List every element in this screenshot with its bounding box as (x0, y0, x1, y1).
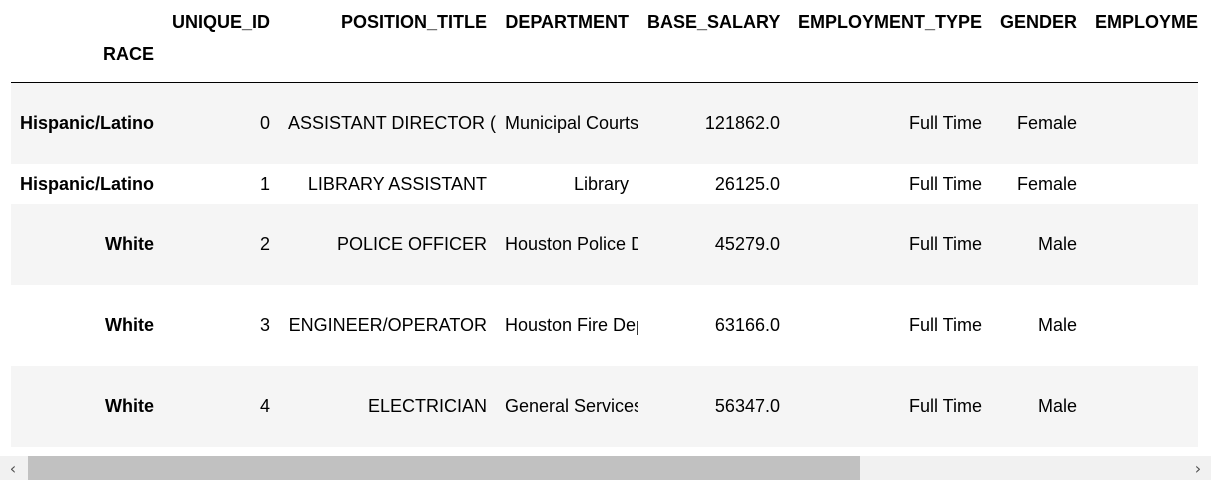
column-header: POSITION_TITLE (340, 11, 487, 32)
table-cell: General Services Department (505, 396, 638, 416)
table-cell: POLICE OFFICER (336, 234, 487, 254)
column-header: GENDER (1000, 11, 1078, 32)
table-cell: Female (1016, 173, 1077, 194)
scroll-right-arrow-icon[interactable]: › (1194, 458, 1202, 478)
table-cell: Full Time (908, 173, 982, 194)
table-cell: Male (1037, 315, 1077, 335)
row-index-label: Hispanic/Latino (20, 113, 155, 133)
table-cell (1086, 285, 1198, 366)
table-cell: ENGINEER/OPERATOR (288, 315, 487, 335)
row-index-label: Hispanic/Latino (20, 173, 155, 194)
row-index-label: White (105, 234, 154, 254)
scrollbar-thumb[interactable] (28, 456, 860, 480)
table-cell: 0 (259, 113, 270, 133)
table-cell: ASSISTANT DIRECTOR (EX LVL) (288, 113, 496, 133)
column-header: DEPARTMENT (505, 11, 629, 32)
table-cell: Full Time (908, 234, 982, 254)
table-row: White 2 POLICE OFFICER Houston Police De… (11, 204, 1198, 285)
row-index-label: White (105, 315, 154, 335)
table-cell (1086, 204, 1198, 285)
table-cell: LIBRARY ASSISTANT (307, 173, 487, 194)
column-header: EMPLOYMENT_TYPE (798, 11, 983, 32)
table-row: White 3 ENGINEER/OPERATOR Houston Fire D… (11, 285, 1198, 366)
horizontal-scrollbar[interactable]: ‹ › (0, 456, 1211, 480)
table-cell: 56347.0 (714, 396, 780, 416)
table-cell: 2 (259, 234, 270, 254)
table-row: Hispanic/Latino 0 ASSISTANT DIRECTOR (EX… (11, 82, 1198, 165)
column-header: BASE_SALARY (647, 11, 781, 32)
table-cell (1086, 366, 1198, 447)
table-cell: Houston Police Department-HPD (505, 234, 638, 254)
table-cell: 121862.0 (704, 113, 780, 133)
column-header: EMPLOYME (1095, 11, 1198, 32)
table-row: Hispanic/Latino 1 LIBRARY ASSISTANT Libr… (11, 164, 1198, 204)
index-corner-cell (11, 0, 163, 44)
row-index-label: White (105, 396, 154, 416)
dataframe-view: UNIQUE_ID POSITION_TITLE DEPARTMENT BASE… (11, 0, 1198, 452)
column-header: UNIQUE_ID (172, 11, 271, 32)
table-row: White 4 ELECTRICIAN General Services Dep… (11, 366, 1198, 447)
dataframe-table: UNIQUE_ID POSITION_TITLE DEPARTMENT BASE… (11, 0, 1198, 447)
table-cell (1086, 83, 1198, 165)
table-cell: Full Time (908, 396, 982, 416)
table-cell: Female (1016, 113, 1077, 133)
table-cell (1086, 164, 1198, 204)
table-cell: Male (1037, 234, 1077, 254)
table-cell: 63166.0 (714, 315, 780, 335)
table-cell: Full Time (908, 315, 982, 335)
index-header-row: RACE (11, 44, 1198, 83)
table-cell: 3 (259, 315, 270, 335)
table-cell: ELECTRICIAN (367, 396, 487, 416)
column-header-row: UNIQUE_ID POSITION_TITLE DEPARTMENT BASE… (11, 0, 1198, 44)
table-cell: 4 (259, 396, 270, 416)
table-cell: 1 (259, 173, 270, 194)
scroll-left-arrow-icon[interactable]: ‹ (9, 458, 17, 478)
table-cell: Houston Fire Department (HFD) (505, 315, 638, 335)
table-cell: 26125.0 (714, 173, 780, 194)
table-cell: Municipal Courts Department (505, 113, 638, 133)
table-cell: Library (573, 173, 629, 194)
table-cell: 45279.0 (714, 234, 780, 254)
table-cell: Full Time (908, 113, 982, 133)
table-cell: Male (1037, 396, 1077, 416)
index-name-header: RACE (102, 44, 154, 64)
